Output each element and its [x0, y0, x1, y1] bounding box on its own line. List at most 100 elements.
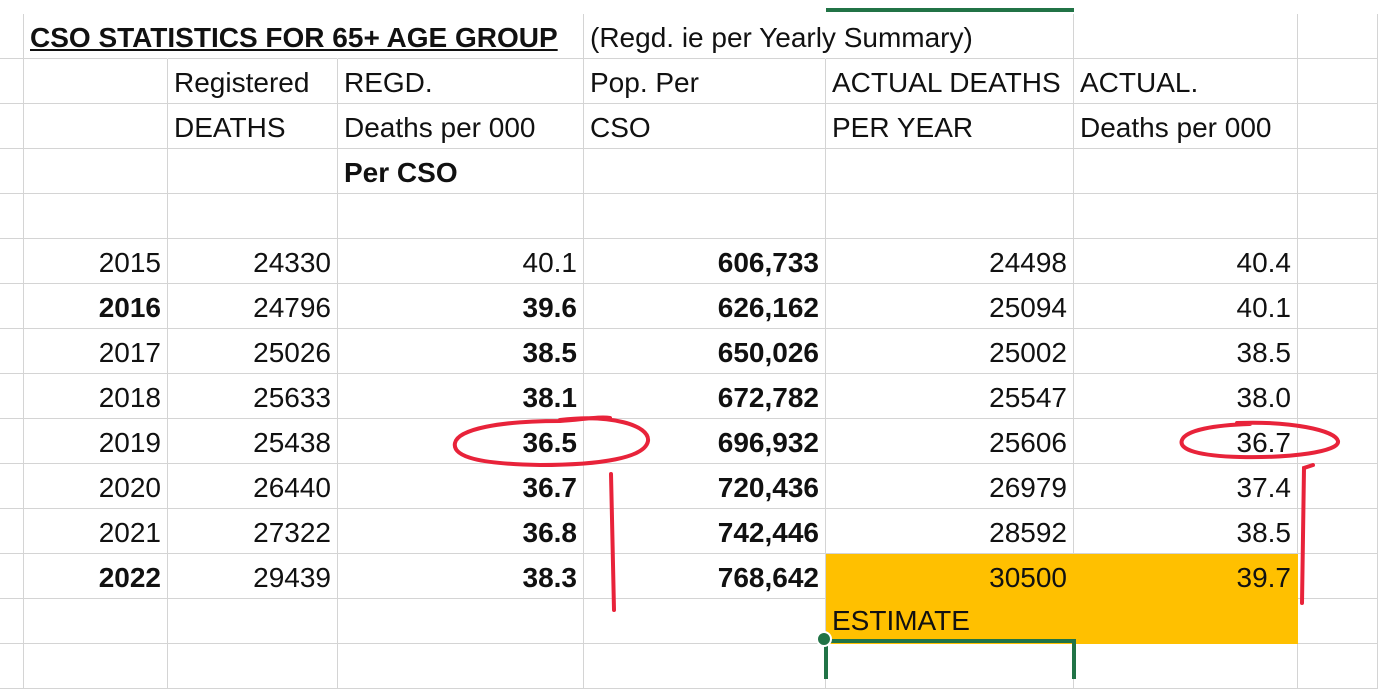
registered-deaths-cell[interactable]: 25438: [168, 419, 338, 464]
cell[interactable]: [0, 149, 24, 194]
cell[interactable]: [0, 554, 24, 599]
year-cell[interactable]: 2019: [24, 419, 168, 464]
header-per-year[interactable]: PER YEAR: [826, 104, 1074, 149]
cell[interactable]: [1298, 599, 1378, 644]
cell[interactable]: [1074, 644, 1298, 689]
cell[interactable]: [24, 104, 168, 149]
year-cell[interactable]: 2017: [24, 329, 168, 374]
cell[interactable]: [0, 239, 24, 284]
cell[interactable]: [1074, 194, 1298, 239]
regd-rate-cell[interactable]: 40.1: [338, 239, 584, 284]
header-registered[interactable]: Registered: [168, 59, 338, 104]
registered-deaths-cell[interactable]: 24330: [168, 239, 338, 284]
regd-rate-cell[interactable]: 36.5: [338, 419, 584, 464]
regd-rate-cell[interactable]: 39.6: [338, 284, 584, 329]
header-pop-per[interactable]: Pop. Per: [584, 59, 826, 104]
cell[interactable]: [24, 59, 168, 104]
actual-deaths-cell[interactable]: 26979: [826, 464, 1074, 509]
cell[interactable]: [826, 149, 1074, 194]
cell[interactable]: [1298, 149, 1378, 194]
population-cell[interactable]: 650,026: [584, 329, 826, 374]
year-cell[interactable]: 2022: [24, 554, 168, 599]
cell[interactable]: [0, 284, 24, 329]
cell[interactable]: [1298, 329, 1378, 374]
header-actual-deaths-per-000[interactable]: Deaths per 000: [1074, 104, 1298, 149]
regd-rate-cell[interactable]: 38.1: [338, 374, 584, 419]
cell[interactable]: [826, 14, 1074, 59]
cell[interactable]: [0, 14, 24, 59]
header-regd[interactable]: REGD.: [338, 59, 584, 104]
cell[interactable]: [1298, 374, 1378, 419]
cell[interactable]: [168, 149, 338, 194]
regd-rate-cell[interactable]: 38.3: [338, 554, 584, 599]
actual-deaths-cell[interactable]: 28592: [826, 509, 1074, 554]
actual-deaths-cell[interactable]: 25606: [826, 419, 1074, 464]
cell[interactable]: [0, 374, 24, 419]
cell[interactable]: [1298, 104, 1378, 149]
cell[interactable]: [1298, 554, 1378, 599]
actual-rate-cell[interactable]: 38.5: [1074, 509, 1298, 554]
cell[interactable]: [1298, 239, 1378, 284]
cell[interactable]: [338, 644, 584, 689]
cell[interactable]: [1298, 509, 1378, 554]
actual-rate-cell[interactable]: 37.4: [1074, 464, 1298, 509]
cell[interactable]: [168, 14, 338, 59]
cell[interactable]: [338, 194, 584, 239]
cell[interactable]: [0, 644, 24, 689]
actual-rate-cell[interactable]: 40.1: [1074, 284, 1298, 329]
cell[interactable]: [584, 644, 826, 689]
header-cso[interactable]: CSO: [584, 104, 826, 149]
actual-deaths-cell[interactable]: 25094: [826, 284, 1074, 329]
actual-rate-cell-highlighted[interactable]: 39.7: [1074, 554, 1298, 599]
actual-rate-cell[interactable]: 38.5: [1074, 329, 1298, 374]
year-cell[interactable]: 2020: [24, 464, 168, 509]
registered-deaths-cell[interactable]: 25633: [168, 374, 338, 419]
header-per-cso[interactable]: Per CSO: [338, 149, 584, 194]
header-deaths-per-000[interactable]: Deaths per 000: [338, 104, 584, 149]
population-cell[interactable]: 672,782: [584, 374, 826, 419]
cell-highlighted[interactable]: [1074, 599, 1298, 644]
actual-deaths-cell[interactable]: 25547: [826, 374, 1074, 419]
cell[interactable]: [0, 419, 24, 464]
cell[interactable]: [24, 644, 168, 689]
population-cell[interactable]: 606,733: [584, 239, 826, 284]
cell[interactable]: [1298, 419, 1378, 464]
cell[interactable]: [1298, 194, 1378, 239]
actual-deaths-cell-highlighted[interactable]: 30500: [826, 554, 1074, 599]
population-cell[interactable]: 696,932: [584, 419, 826, 464]
cell[interactable]: [168, 194, 338, 239]
actual-rate-cell[interactable]: 38.0: [1074, 374, 1298, 419]
cell[interactable]: [0, 59, 24, 104]
regd-rate-cell[interactable]: 36.8: [338, 509, 584, 554]
cell[interactable]: [1298, 464, 1378, 509]
cell[interactable]: [24, 599, 168, 644]
cell[interactable]: [338, 14, 584, 59]
sheet-subtitle[interactable]: (Regd. ie per Yearly Summary): [584, 14, 973, 59]
population-cell[interactable]: 742,446: [584, 509, 826, 554]
registered-deaths-cell[interactable]: 26440: [168, 464, 338, 509]
cell[interactable]: [826, 194, 1074, 239]
cell[interactable]: [0, 599, 24, 644]
cell[interactable]: [1298, 59, 1378, 104]
actual-rate-cell[interactable]: 40.4: [1074, 239, 1298, 284]
cell[interactable]: [584, 599, 826, 644]
actual-deaths-cell[interactable]: 25002: [826, 329, 1074, 374]
sheet-title[interactable]: CSO STATISTICS FOR 65+ AGE GROUP: [24, 14, 558, 59]
header-deaths[interactable]: DEATHS: [168, 104, 338, 149]
cell[interactable]: [0, 329, 24, 374]
cell[interactable]: [168, 599, 338, 644]
cell[interactable]: [24, 194, 168, 239]
population-cell[interactable]: 720,436: [584, 464, 826, 509]
cell[interactable]: [1074, 149, 1298, 194]
actual-deaths-cell[interactable]: 24498: [826, 239, 1074, 284]
year-cell[interactable]: 2016: [24, 284, 168, 329]
cell[interactable]: [0, 464, 24, 509]
estimate-label[interactable]: ESTIMATE: [826, 599, 1074, 644]
header-actual-deaths[interactable]: ACTUAL DEATHS: [826, 59, 1074, 104]
regd-rate-cell[interactable]: 38.5: [338, 329, 584, 374]
population-cell[interactable]: 768,642: [584, 554, 826, 599]
cell[interactable]: [0, 104, 24, 149]
header-actual[interactable]: ACTUAL.: [1074, 59, 1298, 104]
actual-rate-cell[interactable]: 36.7: [1074, 419, 1298, 464]
population-cell[interactable]: 626,162: [584, 284, 826, 329]
